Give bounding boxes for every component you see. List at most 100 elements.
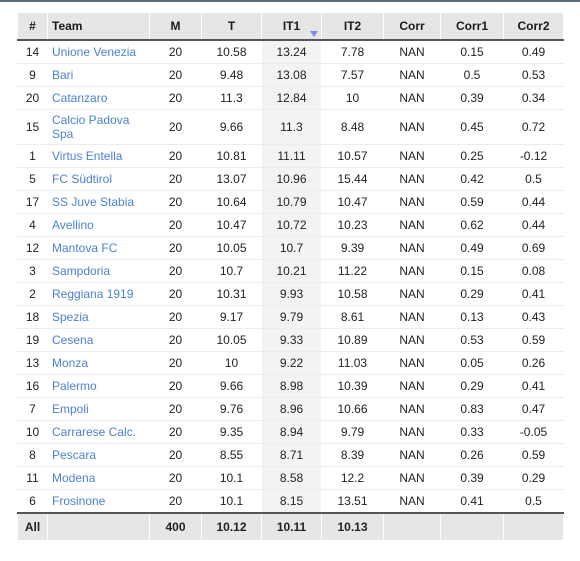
team-link[interactable]: Pescara [52,448,97,462]
cell-corr: NAN [383,420,441,444]
cell-it1: 8.15 [261,489,322,514]
cell-it1: 10.7 [261,236,322,260]
cell-corr1: 0.45 [440,109,504,145]
cell-it2: 10.47 [321,190,384,214]
table-row: 8 Pescara 20 8.55 8.71 8.39 NAN 0.26 0.59 [17,443,564,467]
team-link[interactable]: Palermo [52,379,97,393]
top-divider [0,0,580,2]
cell-t: 10.1 [201,489,262,514]
cell-t: 9.17 [201,305,262,329]
cell-it2: 10.66 [321,397,384,421]
cell-t: 10.05 [201,236,262,260]
col-header-corr2[interactable]: Corr2 [503,12,564,41]
cell-corr2: 0.5 [503,489,564,514]
team-link[interactable]: Virtus Entella [52,149,123,163]
team-link[interactable]: Modena [52,471,96,485]
cell-team: FC Südtirol [47,167,150,191]
cell-corr1: 0.05 [440,351,504,375]
cell-it1: 11.11 [261,144,322,168]
team-link[interactable]: Catanzaro [52,91,108,105]
team-link[interactable]: Bari [52,68,74,82]
cell-m: 20 [149,39,202,64]
team-link[interactable]: Calcio Padova Spa [52,113,130,141]
col-header-it2[interactable]: IT2 [321,12,384,41]
table-row: 20 Catanzaro 20 11.3 12.84 10 NAN 0.39 0.34 [17,86,564,110]
cell-num: 16 [17,374,48,398]
team-link[interactable]: Cesena [52,333,94,347]
totals-m: 400 [149,512,202,541]
cell-corr1: 0.29 [440,374,504,398]
cell-t: 10.05 [201,328,262,352]
cell-corr2: -0.12 [503,144,564,168]
table-row: 16 Palermo 20 9.66 8.98 10.39 NAN 0.29 0.41 [17,374,564,398]
cell-corr1: 0.53 [440,328,504,352]
cell-m: 20 [149,213,202,237]
cell-t: 9.35 [201,420,262,444]
cell-t: 9.48 [201,63,262,87]
cell-corr2: 0.44 [503,190,564,214]
team-link[interactable]: Mantova FC [52,241,118,255]
cell-corr1: 0.15 [440,39,504,64]
team-link[interactable]: Frosinone [52,494,106,508]
team-link[interactable]: Empoli [52,402,89,416]
cell-num: 4 [17,213,48,237]
col-header-corr[interactable]: Corr [383,12,441,41]
cell-t: 10.1 [201,466,262,490]
cell-team: Virtus Entella [47,144,150,168]
cell-corr: NAN [383,489,441,514]
cell-m: 20 [149,305,202,329]
cell-it1: 8.98 [261,374,322,398]
cell-it1: 10.21 [261,259,322,283]
cell-it1: 10.72 [261,213,322,237]
cell-team: Reggiana 1919 [47,282,150,306]
cell-corr1: 0.39 [440,466,504,490]
col-header-m[interactable]: M [149,12,202,41]
team-link[interactable]: FC Südtirol [52,172,113,186]
cell-corr1: 0.33 [440,420,504,444]
cell-corr1: 0.26 [440,443,504,467]
cell-corr: NAN [383,63,441,87]
cell-corr2: 0.43 [503,305,564,329]
team-link[interactable]: Spezia [52,310,89,324]
col-header-corr1[interactable]: Corr1 [440,12,504,41]
cell-num: 14 [17,39,48,64]
totals-team-blank [47,512,150,541]
col-header-it1[interactable]: IT1 [261,12,322,41]
cell-corr1: 0.13 [440,305,504,329]
team-link[interactable]: SS Juve Stabia [52,195,135,209]
totals-corr-blank [383,512,441,541]
cell-t: 10.64 [201,190,262,214]
cell-it2: 8.48 [321,109,384,145]
team-link[interactable]: Monza [52,356,89,370]
cell-it2: 15.44 [321,167,384,191]
cell-corr2: 0.34 [503,86,564,110]
team-link[interactable]: Avellino [52,218,94,232]
cell-m: 20 [149,328,202,352]
cell-corr1: 0.42 [440,167,504,191]
col-header-t[interactable]: T [201,12,262,41]
cell-corr2: 0.72 [503,109,564,145]
cell-m: 20 [149,86,202,110]
col-header-num[interactable]: # [17,12,48,41]
team-link[interactable]: Sampdoria [52,264,111,278]
cell-m: 20 [149,167,202,191]
cell-it2: 8.61 [321,305,384,329]
cell-team: Monza [47,351,150,375]
cell-corr1: 0.25 [440,144,504,168]
col-header-team[interactable]: Team [47,12,150,41]
cell-corr: NAN [383,305,441,329]
cell-t: 10 [201,351,262,375]
team-link[interactable]: Reggiana 1919 [52,287,134,301]
cell-it2: 12.2 [321,466,384,490]
team-link[interactable]: Carrarese Calc. [52,425,137,439]
cell-it1: 9.79 [261,305,322,329]
team-link[interactable]: Unione Venezia [52,45,137,59]
cell-team: Unione Venezia [47,39,150,64]
cell-corr: NAN [383,86,441,110]
cell-corr2: 0.5 [503,167,564,191]
cell-m: 20 [149,351,202,375]
cell-team: Carrarese Calc. [47,420,150,444]
cell-corr2: 0.44 [503,213,564,237]
totals-it2: 10.13 [321,512,384,541]
cell-corr: NAN [383,466,441,490]
